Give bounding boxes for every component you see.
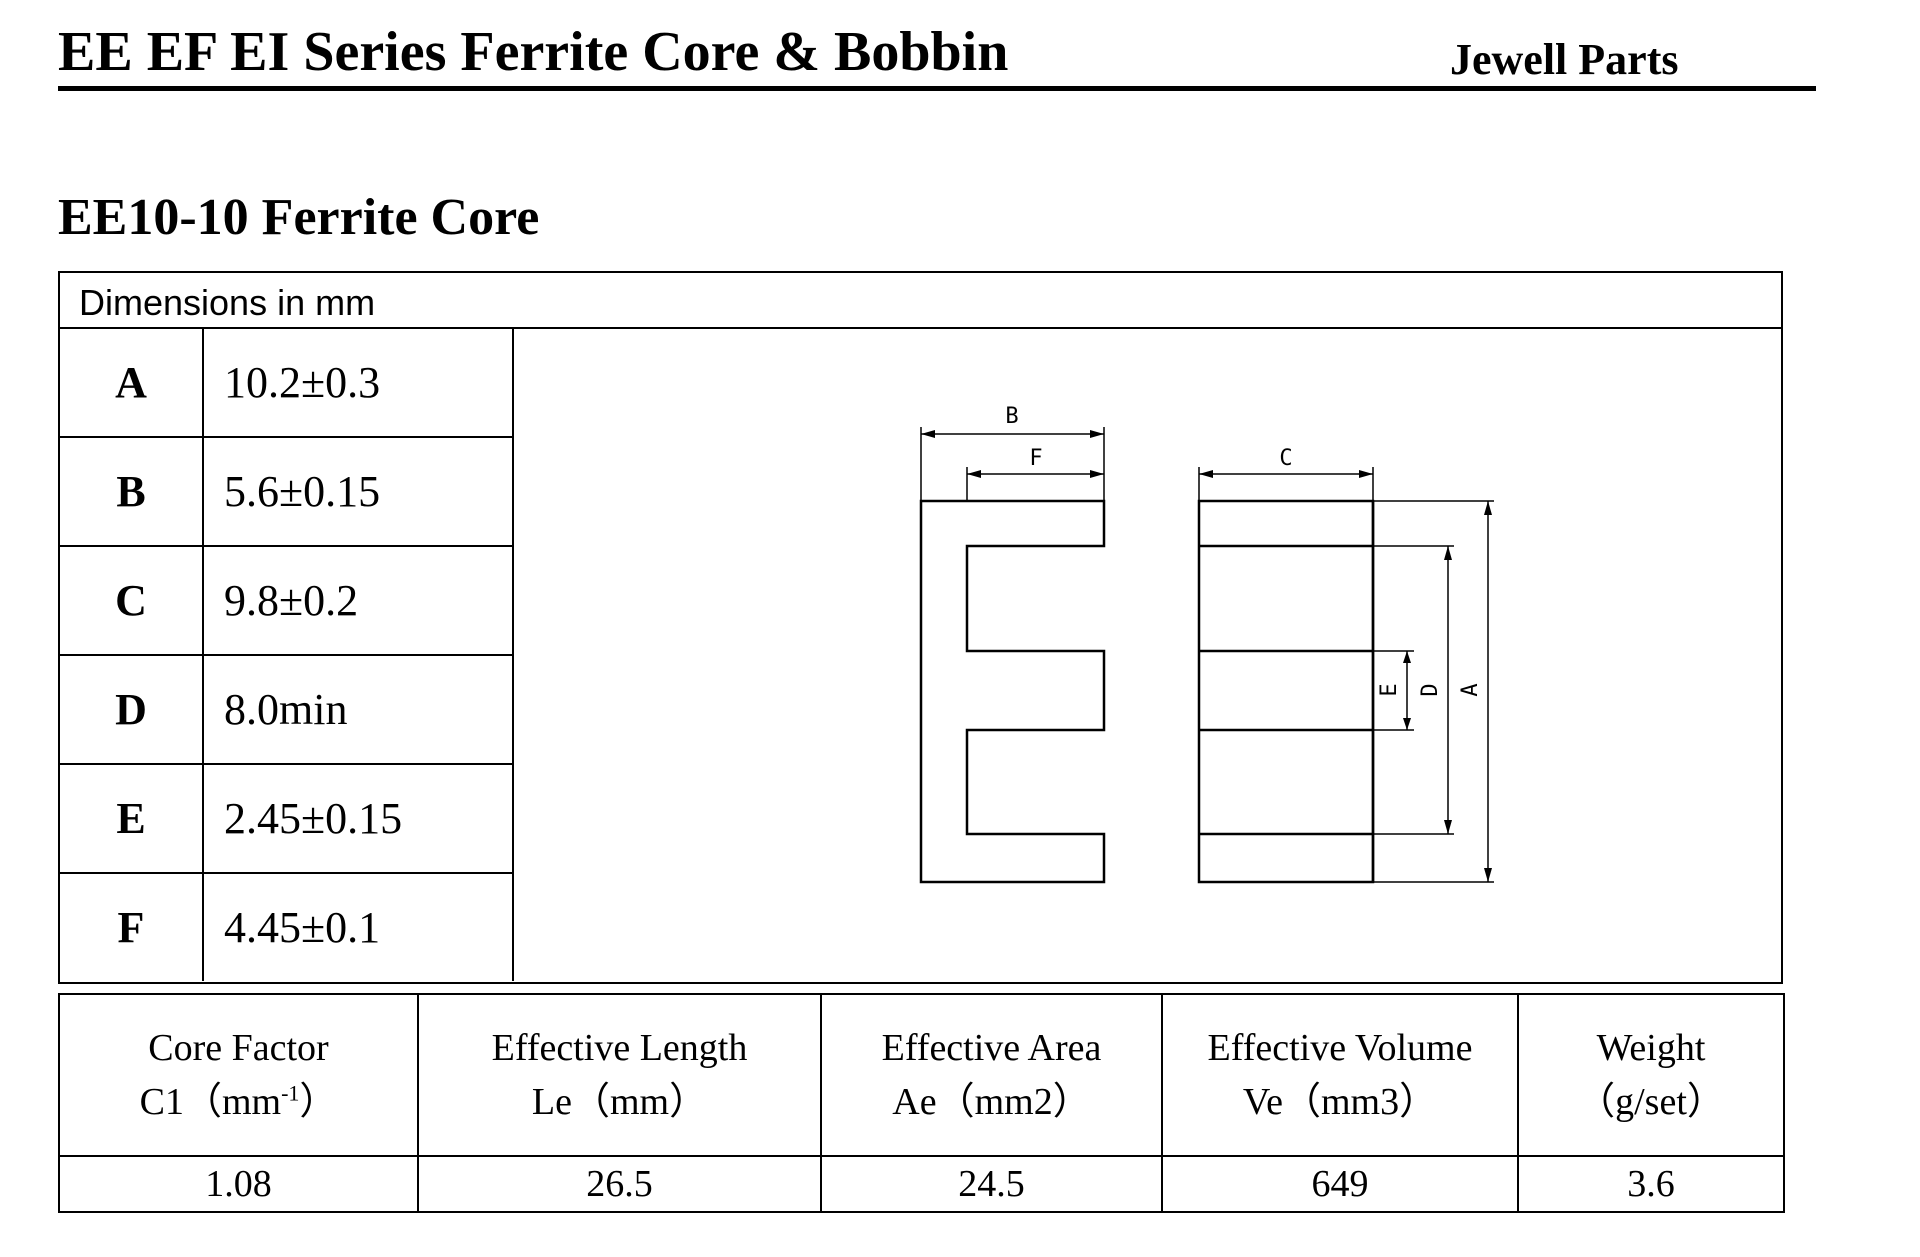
header-effective-volume: Effective Volume Ve（mm3） <box>1161 993 1519 1157</box>
dimension-letter: A <box>60 329 204 438</box>
dimension-value: 2.45±0.15 <box>203 764 514 874</box>
dim-label-b: B <box>1005 404 1018 429</box>
dimension-letter: F <box>60 873 204 981</box>
header-line1: Effective Length <box>491 1027 748 1069</box>
dim-label-c: C <box>1279 446 1292 471</box>
dimension-row-e: E 2.45±0.15 <box>60 764 514 874</box>
value-weight: 3.6 <box>1517 1155 1785 1213</box>
dimension-letter: D <box>60 655 204 765</box>
dimensions-panel: Dimensions in mm A 10.2±0.3 B 5.6±0.15 C… <box>58 271 1783 984</box>
dimensions-caption: Dimensions in mm <box>60 273 1781 329</box>
core-properties-table: Core Factor C1（mm-1） Effective Length Le… <box>58 993 1785 1213</box>
brand-name: Jewell Parts <box>1450 35 1679 84</box>
dimension-row-a: A 10.2±0.3 <box>60 329 514 438</box>
section-title: EE10-10 Ferrite Core <box>58 189 540 246</box>
dimension-row-c: C 9.8±0.2 <box>60 546 514 656</box>
header-line2: Ve（mm3） <box>1242 1081 1438 1123</box>
header-line1: Effective Volume <box>1207 1027 1473 1069</box>
header-effective-length: Effective Length Le（mm） <box>417 993 822 1157</box>
header-effective-area: Effective Area Ae（mm2） <box>820 993 1163 1157</box>
header-line2: Le（mm） <box>531 1081 708 1123</box>
value-effective-length: 26.5 <box>417 1155 822 1213</box>
dimensions-table: A 10.2±0.3 B 5.6±0.15 C 9.8±0.2 D 8.0min… <box>60 329 514 981</box>
document-title: EE EF EI Series Ferrite Core & Bobbin <box>58 21 1009 83</box>
header-line2: （g/set） <box>1577 1081 1725 1123</box>
value-effective-area: 24.5 <box>820 1155 1163 1213</box>
dimension-letter: E <box>60 764 204 874</box>
header-line1: Core Factor <box>148 1027 329 1069</box>
value-core-factor: 1.08 <box>58 1155 419 1213</box>
dimension-letter: C <box>60 546 204 656</box>
dimension-value: 9.8±0.2 <box>203 546 514 656</box>
header-line1: Effective Area <box>881 1027 1102 1069</box>
dimension-row-d: D 8.0min <box>60 655 514 765</box>
header-line2: Ae（mm2） <box>892 1081 1091 1123</box>
dimensions-caption-text: Dimensions in mm <box>79 282 376 323</box>
properties-value-row: 1.08 26.5 24.5 649 3.6 <box>58 1155 1785 1213</box>
value-effective-volume: 649 <box>1161 1155 1519 1213</box>
dimension-value: 10.2±0.3 <box>203 329 514 438</box>
header-line2: C1（mm-1） <box>139 1080 338 1123</box>
dimension-letter: B <box>60 437 204 547</box>
e-core-front-outline <box>919 499 1106 884</box>
header-rule <box>58 86 1816 91</box>
dimension-value: 5.6±0.15 <box>203 437 514 547</box>
e-core-side-outline <box>1197 499 1375 884</box>
core-dimension-drawing: B F C E D A <box>919 404 1494 884</box>
dimension-value: 8.0min <box>203 655 514 765</box>
header-weight: Weight （g/set） <box>1517 993 1785 1157</box>
dimension-value: 4.45±0.1 <box>203 873 514 981</box>
header-core-factor: Core Factor C1（mm-1） <box>58 993 419 1157</box>
dim-label-e: E <box>1377 683 1402 696</box>
properties-header-row: Core Factor C1（mm-1） Effective Length Le… <box>58 993 1785 1157</box>
dim-label-d: D <box>1418 683 1443 696</box>
header-line1: Weight <box>1596 1027 1706 1069</box>
dim-label-f: F <box>1029 446 1042 471</box>
dimension-row-f: F 4.45±0.1 <box>60 873 514 981</box>
dim-label-a: A <box>1458 683 1483 696</box>
dimension-row-b: B 5.6±0.15 <box>60 437 514 547</box>
